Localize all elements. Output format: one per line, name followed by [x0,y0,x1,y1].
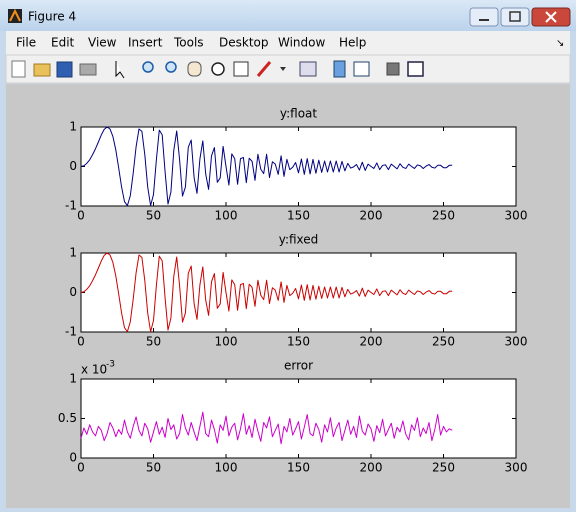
x-tick-label: 250 [432,209,455,223]
pan-icon[interactable] [187,61,202,77]
axes-box [80,378,517,459]
hide-tools-icon[interactable] [386,62,400,76]
x-tick-label: 100 [215,335,238,349]
x-tick-label: 150 [287,209,310,223]
open-icon[interactable] [33,63,51,77]
x-tick-label: 0 [77,209,85,223]
close-glyph [545,11,557,23]
x-tick-label: 250 [432,461,455,475]
y-tick-label: 0 [69,285,77,299]
datacursor-icon[interactable] [233,61,249,77]
brush-menu[interactable] [280,67,286,71]
x-tick-label: 0 [77,335,85,349]
minimize-button[interactable] [469,7,499,27]
new-icon[interactable] [11,60,26,78]
x-tick-label: 0 [77,461,85,475]
y-tick-label: 1 [69,372,77,386]
y-tick-label: 0 [69,159,77,173]
y-tick-label: 0 [69,451,77,465]
print-icon[interactable] [79,63,97,76]
y-tick-label: 1 [69,120,77,134]
x-tick-label: 300 [505,335,528,349]
y-tick-label: 0.5 [58,411,77,425]
pointer-icon[interactable] [115,61,125,79]
signal-line [80,411,453,445]
x-tick-label: 50 [146,209,161,223]
x-tick-label: 100 [215,209,238,223]
x-tick-label: 200 [360,335,383,349]
y-multiplier-exponent: -3 [106,360,115,370]
x-tick-label: 100 [215,461,238,475]
x-tick-label: 200 [360,209,383,223]
x-tick-label: 200 [360,461,383,475]
menu-item[interactable]: Help [339,36,366,50]
x-tick-label: 50 [146,335,161,349]
legend-icon[interactable] [353,61,370,77]
menu-arrow: ↘ [556,38,564,49]
maximize-glyph [509,11,521,22]
toolbar [5,54,571,84]
menu-item[interactable]: Edit [51,36,75,50]
menu-item[interactable]: Tools [173,36,204,50]
menu-item[interactable]: Window [278,36,326,50]
x-tick-label: 50 [146,461,161,475]
menu-bar [6,31,570,55]
y-tick-label: -1 [65,325,77,339]
y-multiplier: x 10 [81,363,107,377]
y-tick-label: -1 [65,199,77,213]
x-tick-label: 300 [505,209,528,223]
maximize-button[interactable] [500,7,530,27]
menu-item[interactable]: Desktop [219,36,269,50]
rotate-icon[interactable] [211,62,225,76]
menu-group: File Edit View Insert Tools Desktop Window Help [16,36,366,50]
zoom-out-icon[interactable] [165,61,177,73]
x-tick-label: 150 [287,335,310,349]
x-tick-label: 250 [432,335,455,349]
signal-line [80,252,453,333]
axes-title: y:fixed [279,233,319,247]
x-tick-label: 150 [287,461,310,475]
link-icon[interactable] [299,61,317,77]
zoom-in-icon[interactable] [142,61,154,73]
brush-icon[interactable] [256,61,272,77]
app-icon-glyph [9,8,21,22]
menu-item[interactable]: Insert [128,36,163,50]
axes-title: y:float [280,107,318,121]
save-icon[interactable] [56,61,73,78]
menu-item[interactable]: File [16,36,36,50]
signal-line [80,126,453,207]
dock-icon[interactable] [407,61,424,77]
window-title: Figure 4 [28,10,76,24]
toolbar-icons [11,60,424,79]
x-tick-label: 300 [505,461,528,475]
menu-item[interactable]: View [88,36,117,50]
y-tick-label: 1 [69,246,77,260]
colorbar-icon[interactable] [333,60,346,78]
axes-title: error [284,359,313,373]
